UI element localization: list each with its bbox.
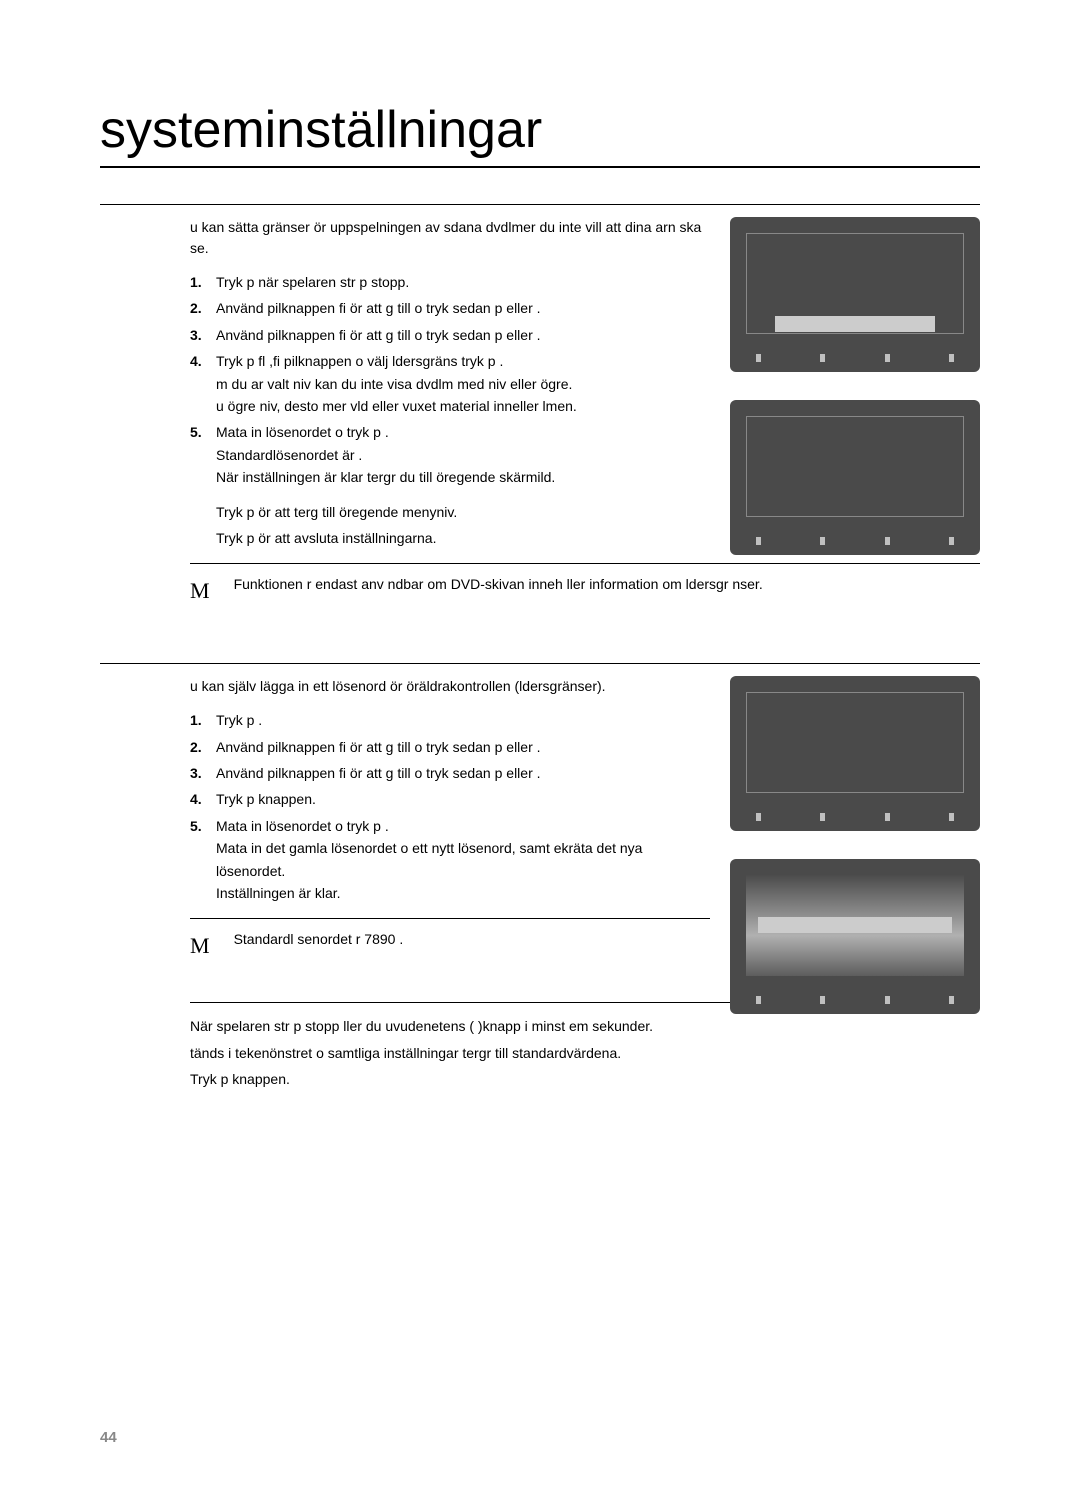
note-text: Standardl senordet r 7890 . bbox=[234, 929, 404, 950]
section-2-content: u kan själv lägga in ett lösenord ör örä… bbox=[190, 676, 980, 1090]
section-header-1 bbox=[100, 198, 980, 205]
note-icon: M bbox=[190, 574, 210, 607]
screenshot-menu-1 bbox=[730, 217, 980, 372]
trail-line: Tryk p ör att terg till öregende menyniv… bbox=[190, 501, 710, 523]
section-1-content: u kan sätta gränser ör uppspelningen av … bbox=[190, 217, 980, 607]
list-item: Tryk p när spelaren str p stopp. bbox=[190, 271, 710, 293]
section-header-2 bbox=[100, 657, 980, 664]
separator bbox=[190, 918, 710, 919]
page-title: systeminställningar bbox=[100, 100, 980, 168]
list-item: Använd pilknappen fi ör att g till o try… bbox=[190, 297, 710, 319]
section-1-steps: Tryk p när spelaren str p stopp. Använd … bbox=[190, 271, 710, 489]
list-item: Använd pilknappen fi ör att g till o try… bbox=[190, 762, 710, 784]
note-icon: M bbox=[190, 929, 210, 962]
note-row-2: M Standardl senordet r 7890 . bbox=[190, 929, 710, 962]
list-item: Mata in lösenordet o tryk p . Mata in de… bbox=[190, 815, 710, 905]
section-2-intro: u kan själv lägga in ett lösenord ör örä… bbox=[190, 676, 710, 697]
screenshot-group-1 bbox=[730, 217, 980, 583]
page-number: 44 bbox=[100, 1429, 117, 1446]
list-item: Använd pilknappen fi ör att g till o try… bbox=[190, 736, 710, 758]
list-item: Tryk p knappen. bbox=[190, 788, 710, 810]
list-item: Mata in lösenordet o tryk p . Standardlö… bbox=[190, 421, 710, 488]
list-item: Tryk p fl ,fi pilknappen o välj ldersgrä… bbox=[190, 350, 710, 417]
section-3-line: tänds i tekenönstret o samtliga inställn… bbox=[190, 1042, 980, 1064]
section-1-intro: u kan sätta gränser ör uppspelningen av … bbox=[190, 217, 710, 259]
trail-line: Tryk p ör att avsluta inställningarna. bbox=[190, 527, 710, 549]
section-3-line: Tryk p knappen. bbox=[190, 1068, 980, 1090]
screenshot-group-2 bbox=[730, 676, 980, 1042]
screenshot-menu-4 bbox=[730, 859, 980, 1014]
screenshot-menu-3 bbox=[730, 676, 980, 831]
section-2-steps: Tryk p . Använd pilknappen fi ör att g t… bbox=[190, 709, 710, 904]
list-item: Använd pilknappen fi ör att g till o try… bbox=[190, 324, 710, 346]
list-item: Tryk p . bbox=[190, 709, 710, 731]
screenshot-menu-2 bbox=[730, 400, 980, 555]
note-text: Funktionen r endast anv ndbar om DVD-ski… bbox=[234, 574, 763, 595]
